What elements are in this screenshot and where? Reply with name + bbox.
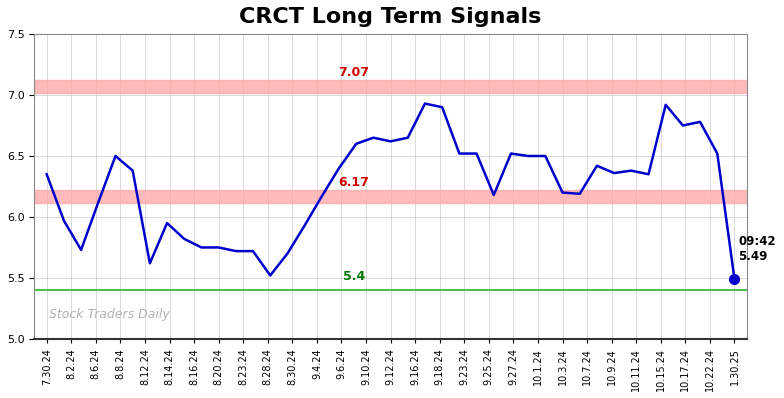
Title: CRCT Long Term Signals: CRCT Long Term Signals: [239, 7, 542, 27]
Text: 7.07: 7.07: [338, 66, 369, 79]
Bar: [34, 80, 747, 93]
Text: 5.4: 5.4: [343, 270, 365, 283]
Text: Stock Traders Daily: Stock Traders Daily: [49, 308, 169, 321]
Text: 09:42
5.49: 09:42 5.49: [739, 235, 776, 263]
Bar: [34, 189, 747, 203]
Text: 6.17: 6.17: [339, 176, 369, 189]
